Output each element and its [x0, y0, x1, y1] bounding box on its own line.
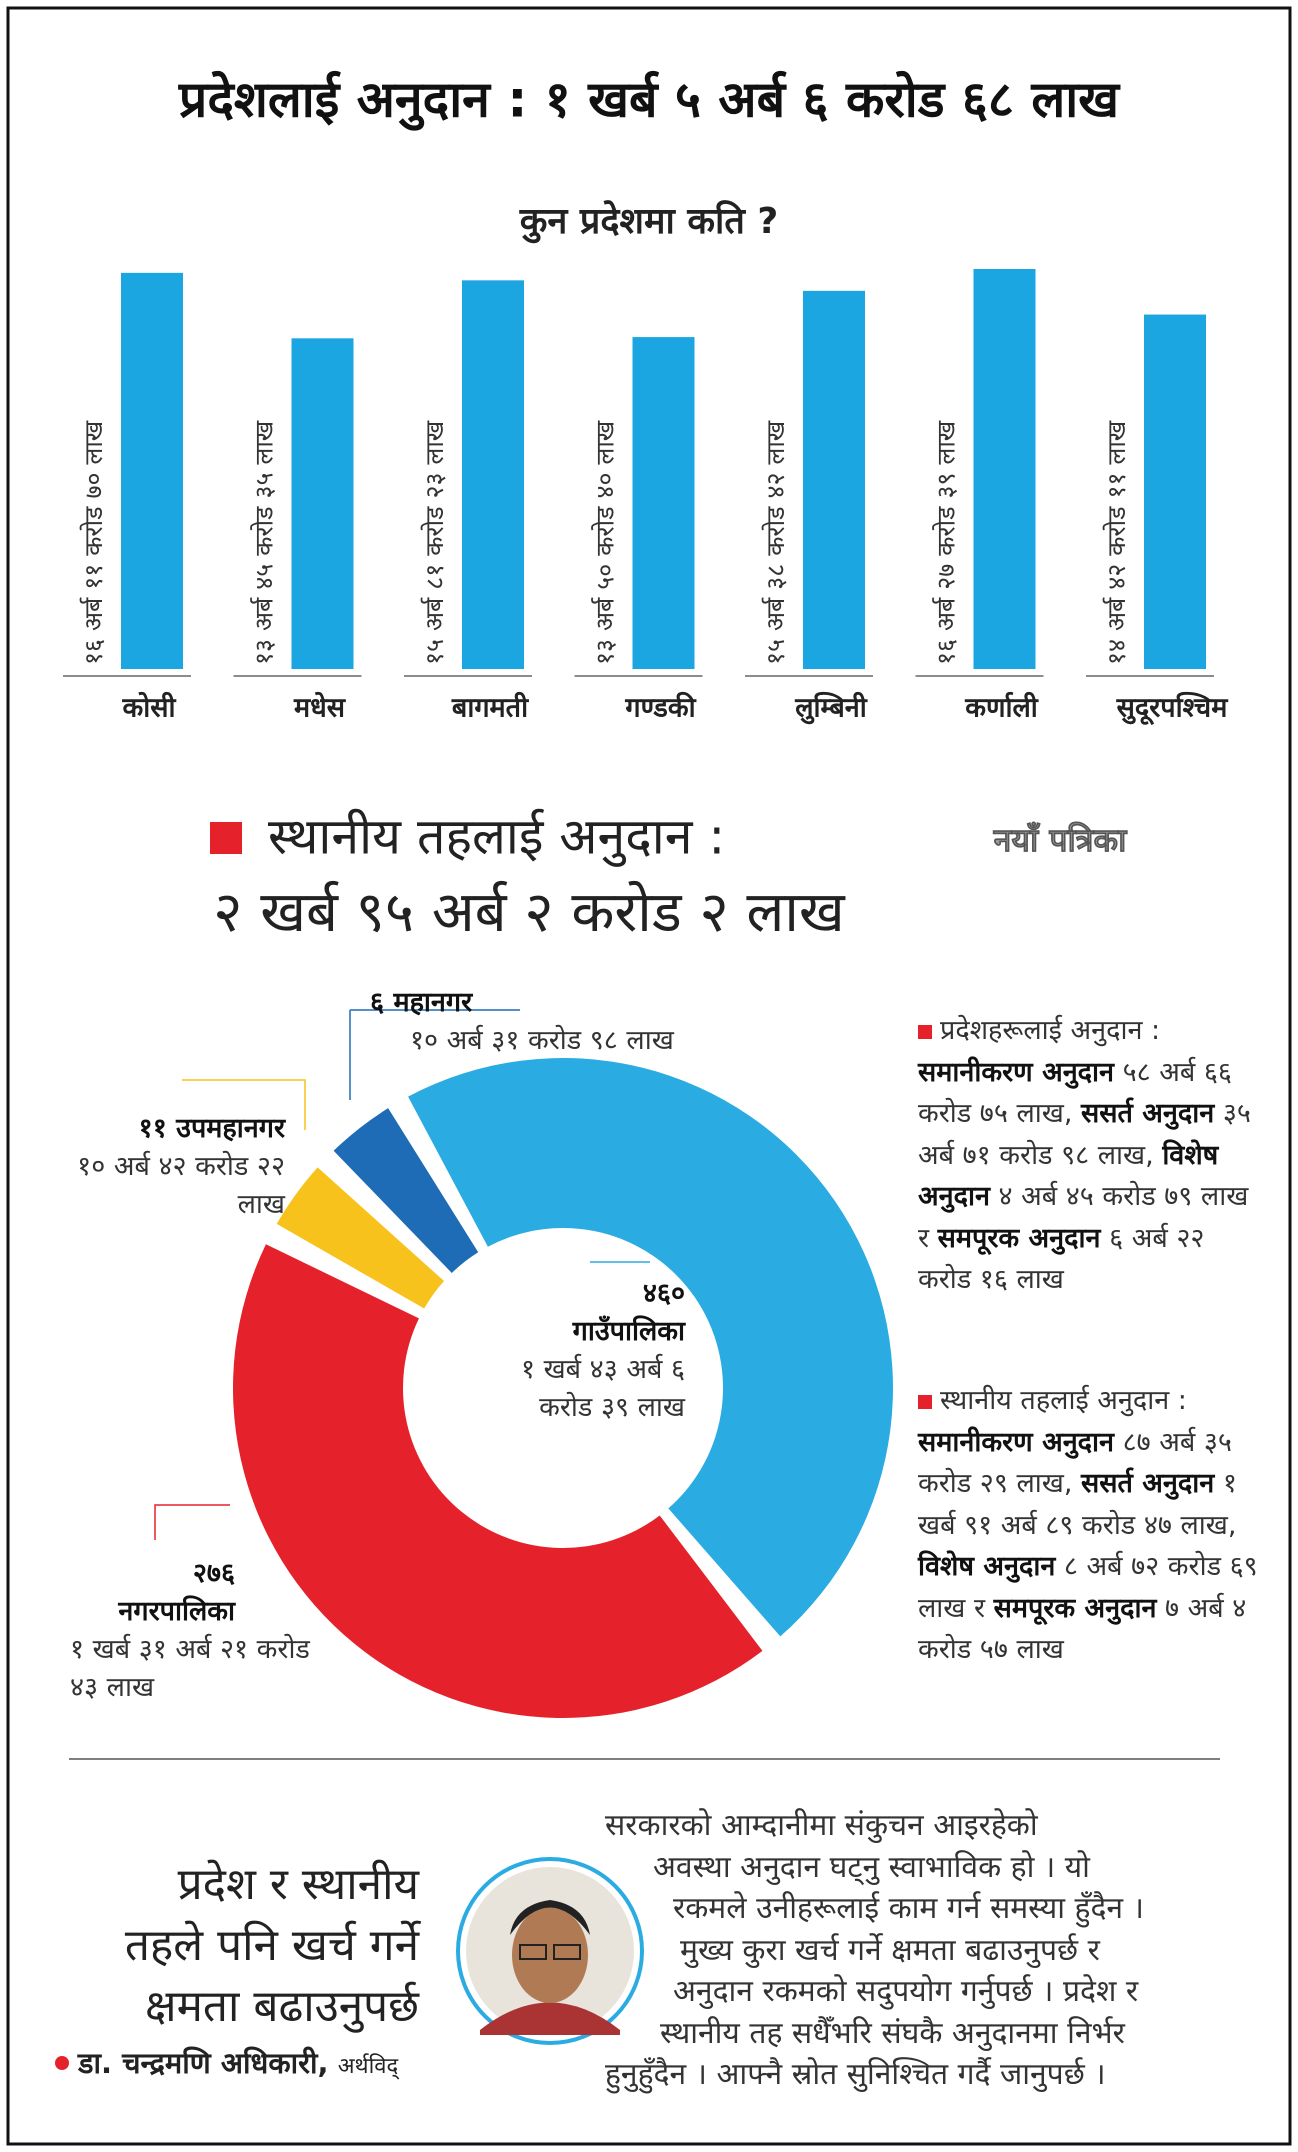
bar-value-label: १५ अर्ब ८१ करोड २३ लाख	[420, 420, 449, 665]
segment-label: ४६० गाउँपालिका १ खर्ब ४३ अर्ब ६ करोड ३९ ला…	[430, 1275, 685, 1427]
segment-name: उपमहानगर	[176, 1113, 285, 1144]
note-text: ससर्त अनुदान	[1081, 1098, 1215, 1129]
quote-heading: प्रदेश र स्थानीय	[177, 1859, 419, 1910]
note-bullet	[918, 1025, 932, 1039]
bar	[291, 338, 354, 669]
note: प्रदेशहरूलाई अनुदान : समानीकरण अनुदान ५८…	[918, 1010, 1258, 1301]
note-text: विशेष अनुदान	[918, 1551, 1056, 1582]
x-tick-label: लुम्बिनी	[794, 692, 867, 725]
brand: नयाँ पत्रिका	[993, 821, 1128, 859]
note-text: ६ अर्ब २२ करोड १६ लाख	[918, 1222, 1205, 1296]
segment-value-label: १० अर्ब ३१ करोड ९८ लाख	[410, 1025, 674, 1056]
segment-count: ४६०	[642, 1278, 685, 1309]
segment-value-label: १ खर्ब ३१ अर्ब २१ करोड ४३ लाख	[70, 1634, 310, 1703]
note-text: ८ अर्ब ७२ करोड ६९ लाख र	[918, 1551, 1258, 1624]
bar	[462, 280, 524, 669]
note-text: १ खर्ब ९१ अर्ब ८९ करोड ४७ लाख,	[918, 1468, 1237, 1541]
bar	[973, 269, 1036, 669]
note-text: विशेष अनुदान	[918, 1139, 1219, 1213]
note-text: ३५ अर्ब ७१ करोड ९८ लाख,	[918, 1098, 1251, 1171]
segment-name: महानगर	[393, 987, 473, 1018]
segment-count: २७६	[192, 1558, 235, 1589]
bar	[1144, 314, 1206, 669]
note-text: समपूरक अनुदान	[937, 1222, 1101, 1254]
bar	[121, 272, 183, 669]
donut-segment	[233, 1244, 763, 1718]
bar	[632, 337, 695, 669]
x-tick-label: कोसी	[122, 692, 177, 724]
segment-name: नगरपालिका	[118, 1596, 235, 1627]
bar-value-label: १३ अर्ब ५० करोड ४० लाख	[591, 420, 620, 665]
quote-line: मुख्य कुरा खर्च गर्ने क्षमता बढाउनुपर्छ …	[680, 1932, 1100, 1968]
pie-title: स्थानीय तहलाई अनुदान :	[268, 808, 725, 868]
leader-line	[154, 1504, 230, 1540]
bar-value-label: १४ अर्ब ४२ करोड ११ लाख	[1102, 420, 1131, 665]
donut-segment	[333, 1108, 479, 1273]
author-name: डा. चन्द्रमणि अधिकारी,	[78, 2046, 329, 2080]
headline: प्रदेशलाई अनुदान : १ खर्ब ५ अर्ब ६ करोड …	[178, 71, 1121, 132]
segment-heading: ११ उपमहानगर	[40, 1110, 285, 1148]
frame	[6, 6, 1292, 2146]
author-role: अर्थविद्	[337, 2054, 399, 2079]
x-tick-label: सुदूरपश्चिम	[1116, 692, 1229, 726]
x-tick-label: बागमती	[451, 692, 529, 724]
note-text: ससर्त अनुदान	[1081, 1468, 1215, 1499]
photo-face	[512, 1907, 588, 2003]
segment-label: ६ महानगर १० अर्ब ३१ करोड ९८ लाख	[370, 984, 790, 1060]
pie-subtitle: २ खर्ब ९५ अर्ब २ करोड २ लाख	[213, 880, 846, 945]
quote-heading: तहले पनि खर्च गर्ने	[124, 1920, 419, 1971]
title-square	[210, 822, 242, 854]
note-text: समानीकरण अनुदान	[918, 1426, 1114, 1458]
x-tick-label: मधेस	[293, 692, 347, 724]
donut-segment	[408, 1058, 893, 1637]
note-text: ८७ अर्ब ३५ करोड २९ लाख,	[918, 1426, 1232, 1500]
note-text: समपूरक अनुदान	[993, 1592, 1157, 1624]
note-heading: प्रदेशहरूलाई अनुदान :	[940, 1015, 1161, 1046]
bar-value-label: १३ अर्ब ४५ करोड ३५ लाख	[250, 420, 279, 665]
quote-heading: क्षमता बढाउनुपर्छ	[145, 1981, 419, 2032]
quote-line: अवस्था अनुदान घट्नु स्वाभाविक हो । यो	[653, 1849, 1090, 1885]
donut-segment	[276, 1167, 445, 1309]
quote-line: रकमले उनीहरूलाई काम गर्न समस्या हुँदैन ।	[673, 1891, 1144, 1926]
photo-shirt	[480, 2002, 620, 2035]
quote-author: डा. चन्द्रमणि अधिकारी, अर्थविद्	[78, 2043, 398, 2082]
note-text: ७ अर्ब ४ करोड ५७ लाख	[918, 1592, 1247, 1666]
segment-heading: ६ महानगर	[370, 984, 790, 1022]
note-text: ४ अर्ब ४५ करोड ७९ लाख र	[918, 1181, 1249, 1254]
quote-line: हुनुहुँदैन । आफ्नै स्रोत सुनिश्चित गर्दै…	[605, 2057, 1106, 2092]
quote-line: स्थानीय तह सधैँभरि संघकै अनुदानमा निर्भर	[660, 2015, 1125, 2051]
photo-glasses	[553, 1944, 581, 1960]
bar	[803, 290, 865, 669]
segment-name: गाउँपालिका	[572, 1316, 685, 1347]
bar-value-label: १६ अर्ब २७ करोड ३९ लाख	[932, 420, 961, 665]
segment-label: २७६ नगरपालिका १ खर्ब ३१ अर्ब २१ करोड ४३ ला…	[70, 1555, 370, 1707]
x-tick-label: गण्डकी	[624, 692, 696, 724]
note-text: समानीकरण अनुदान	[918, 1056, 1114, 1088]
note-heading: स्थानीय तहलाई अनुदान :	[940, 1385, 1187, 1416]
bar-title: कुन प्रदेशमा कति ?	[519, 200, 779, 244]
quote-line: सरकारको आम्दानीमा संकुचन आइरहेको	[605, 1808, 1038, 1843]
note: स्थानीय तहलाई अनुदान : समानीकरण अनुदान ८…	[918, 1380, 1258, 1671]
note-bullet	[918, 1395, 932, 1409]
bullet	[55, 2056, 69, 2070]
bar-value-label: १५ अर्ब ३८ करोड ४२ लाख	[761, 420, 790, 665]
segment-value-label: १० अर्ब ४२ करोड २२ लाख	[77, 1151, 285, 1220]
segment-count: ६	[370, 987, 385, 1018]
photo-glasses	[519, 1944, 547, 1960]
x-tick-label: कर्णाली	[964, 692, 1039, 724]
leader-line	[182, 1079, 306, 1130]
bar-value-label: १६ अर्ब ११ करोड ७० लाख	[79, 420, 108, 665]
quote-line: अनुदान रकमको सदुपयोग गर्नुपर्छ । प्रदेश …	[673, 1974, 1139, 2009]
segment-label: ११ उपमहानगर १० अर्ब ४२ करोड २२ लाख	[40, 1110, 285, 1224]
photo-hair	[510, 1900, 590, 1935]
segment-value-label: १ खर्ब ४३ अर्ब ६ करोड ३९ लाख	[520, 1354, 685, 1423]
note-text: ५८ अर्ब ६६ करोड ७५ लाख,	[918, 1056, 1232, 1130]
segment-count: ११	[138, 1113, 167, 1144]
